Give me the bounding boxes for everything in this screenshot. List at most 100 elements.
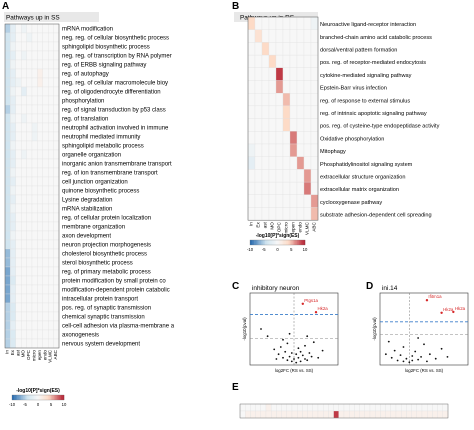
panel-a-cell xyxy=(10,311,16,322)
panel-b-cell xyxy=(296,118,305,132)
panel-a-cell xyxy=(21,203,27,214)
panel-a-row-label: reg. of autophagy xyxy=(62,71,109,77)
panel-a-cell xyxy=(37,275,43,286)
panel-e-cell xyxy=(442,403,449,412)
panel-b-cell xyxy=(310,156,319,170)
panel-e-cell xyxy=(390,410,397,419)
panel-a-cell xyxy=(48,320,54,331)
panel-b-cell xyxy=(247,16,256,30)
panel-a-cell xyxy=(48,131,54,142)
panel-a-cell xyxy=(53,158,60,169)
panel-a-cell xyxy=(31,284,38,295)
panel-a-cell xyxy=(31,167,38,178)
panel-b-cell xyxy=(303,67,312,81)
panel-a-cell xyxy=(37,68,43,79)
panel-a-cell xyxy=(26,338,33,349)
panel-b-colorbar-step xyxy=(298,240,300,245)
panel-a-cell xyxy=(21,122,27,133)
panel-e-cell xyxy=(286,410,293,419)
panel-b-cell xyxy=(254,181,263,195)
panel-a-column-label: Ex xyxy=(10,349,15,355)
panel-a-column-label: MO xyxy=(21,350,26,358)
panel-a-row-label: sphingolipid metabolic process xyxy=(62,143,144,149)
panel-a-cell xyxy=(15,41,22,52)
panel-a-cell xyxy=(31,158,38,169)
panel-a-cell xyxy=(37,302,43,313)
panel-a-cell xyxy=(10,230,16,241)
panel-a-cell xyxy=(21,95,27,106)
panel-a-cell xyxy=(42,95,49,106)
panel-b-cell xyxy=(303,169,312,183)
panel-a-cell xyxy=(15,203,22,214)
panel-b-cell xyxy=(303,194,312,208)
panel-a-cell xyxy=(53,41,60,52)
panel-b-cell xyxy=(310,194,319,208)
panel-d-point xyxy=(408,361,411,364)
panel-a-cell xyxy=(37,248,43,259)
panel-a-cell xyxy=(31,113,38,124)
panel-c-highlight-label: Hk2a xyxy=(318,306,329,311)
panel-a-cell xyxy=(37,194,43,205)
panel-e-cell xyxy=(385,410,391,419)
panel-a-cell xyxy=(15,302,22,313)
panel-a-cell xyxy=(26,329,33,340)
panel-e-cell xyxy=(359,403,365,412)
panel-b-cell xyxy=(296,93,305,107)
panel-a-cell xyxy=(4,113,11,124)
panel-a-cell xyxy=(48,338,54,349)
panel-a-cell xyxy=(37,338,43,349)
panel-b-cell xyxy=(247,29,256,43)
panel-b-cell xyxy=(247,42,256,56)
panel-e-cell xyxy=(312,403,319,412)
panel-a-colorbar-step xyxy=(38,395,40,400)
panel-a-row-label: cell junction organization xyxy=(62,179,128,185)
panel-a-cell xyxy=(15,221,22,232)
panel-a-colorbar-border xyxy=(11,394,65,401)
panel-a-cell xyxy=(31,122,38,133)
panel-b-cell xyxy=(268,207,277,221)
panel-b-cell xyxy=(254,29,263,43)
panel-letter-c: C xyxy=(232,281,239,292)
panel-c-point xyxy=(306,359,309,362)
panel-b-column-label: MO xyxy=(270,222,275,230)
panel-a-colorbar-step xyxy=(25,395,27,400)
panel-a-row-label: reg. of cellular protein localization xyxy=(62,215,151,221)
panel-a-colorbar-step xyxy=(15,395,18,400)
panel-b-cell xyxy=(282,16,291,30)
panel-a-colorbar-step xyxy=(14,395,17,400)
panel-a-cell xyxy=(42,221,49,232)
panel-a-cell xyxy=(10,122,16,133)
panel-a-cell xyxy=(15,68,22,79)
panel-b-colorbar-step xyxy=(272,240,274,245)
panel-a-cell xyxy=(26,176,33,187)
panel-b-cell xyxy=(296,181,305,195)
panel-a-cell xyxy=(42,68,49,79)
panel-d-highlight-label: Ifitm1a xyxy=(428,294,442,299)
panel-a-cell xyxy=(31,239,38,250)
panel-a-cell xyxy=(15,23,22,34)
panel-c-point xyxy=(275,358,278,360)
panel-b-cell xyxy=(261,156,270,170)
panel-a-cell xyxy=(10,275,16,286)
panel-b-cell xyxy=(289,67,298,81)
panel-b-cell xyxy=(247,118,256,132)
panel-d-point xyxy=(387,340,390,343)
panel-b-cell xyxy=(310,67,319,81)
panel-a-cell xyxy=(15,158,22,169)
panel-e-cell xyxy=(411,410,417,419)
panel-a-cell xyxy=(53,140,60,151)
panel-e-cell xyxy=(343,403,350,412)
panel-c-point xyxy=(288,355,291,358)
panel-a-cell xyxy=(37,59,43,70)
panel-b-cell xyxy=(310,131,319,145)
panel-b-cell xyxy=(296,54,305,68)
panel-a-cell xyxy=(15,320,22,331)
panel-a-cell xyxy=(48,104,54,115)
panel-a-cell xyxy=(37,320,43,331)
panel-a-cell xyxy=(4,50,11,61)
panel-a-cell xyxy=(37,311,43,322)
panel-a-colorbar-step xyxy=(21,395,23,400)
panel-e-cell xyxy=(432,410,438,419)
panel-a-cell xyxy=(4,131,11,142)
panel-e-cell xyxy=(343,410,350,419)
